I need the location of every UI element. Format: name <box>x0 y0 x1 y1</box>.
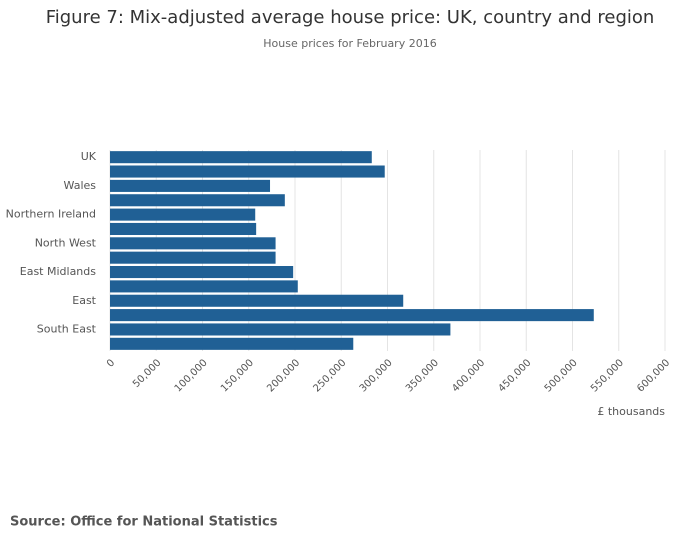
x-tick-label: 300,000 <box>358 357 395 394</box>
bar <box>110 280 298 293</box>
x-tick-label: 400,000 <box>450 357 487 394</box>
y-tick-label: East Midlands <box>20 265 97 278</box>
bar <box>110 237 276 250</box>
y-tick-label: East <box>72 294 96 307</box>
chart-subtitle: House prices for February 2016 <box>263 37 436 50</box>
bar <box>110 165 385 178</box>
y-tick-label: North West <box>35 236 97 249</box>
x-tick-label: 450,000 <box>496 357 533 394</box>
bar <box>110 309 594 322</box>
x-tick-label: 100,000 <box>173 357 210 394</box>
bar <box>110 266 294 279</box>
x-tick-label: 550,000 <box>589 357 626 394</box>
y-tick-label: Northern Ireland <box>6 208 96 221</box>
x-tick-label: 250,000 <box>311 357 348 394</box>
bar <box>110 337 354 350</box>
bar <box>110 179 271 192</box>
chart-title: Figure 7: Mix-adjusted average house pri… <box>46 7 655 28</box>
bar <box>110 194 285 207</box>
bar <box>110 294 404 307</box>
bar <box>110 251 276 264</box>
x-tick-label: 0 <box>105 357 117 369</box>
x-tick-label: 350,000 <box>404 357 441 394</box>
bar <box>110 208 256 221</box>
y-tick-label: Wales <box>64 179 97 192</box>
x-tick-label: 50,000 <box>131 357 164 390</box>
y-tick-label: South East <box>37 322 97 335</box>
x-tick-label: 150,000 <box>219 357 256 394</box>
x-tick-label: 500,000 <box>543 357 580 394</box>
bar <box>110 323 451 336</box>
bar <box>110 151 372 164</box>
bar <box>110 222 257 235</box>
y-tick-label: UK <box>81 150 97 163</box>
x-tick-label: 600,000 <box>635 357 672 394</box>
source: Source: Office for National Statistics <box>10 515 278 530</box>
x-tick-label: 200,000 <box>265 357 302 394</box>
x-axis-title: £ thousands <box>597 405 665 418</box>
